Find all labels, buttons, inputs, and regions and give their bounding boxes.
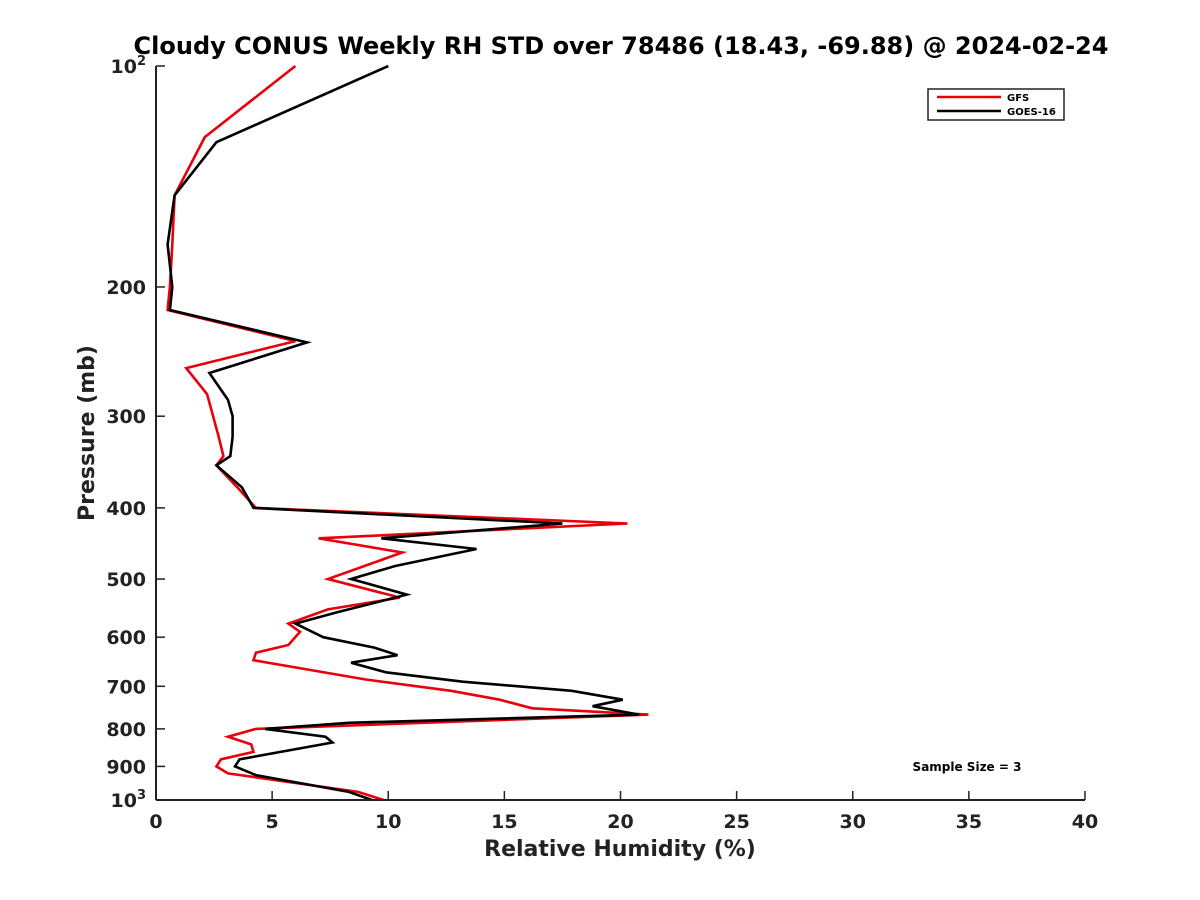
y-tick-label: 103 <box>111 788 147 812</box>
y-tick-label-base: 10 <box>111 56 137 78</box>
x-tick-label: 20 <box>607 811 633 833</box>
x-axis-ticks: 0 5 10 15 20 25 30 35 40 <box>149 791 1098 833</box>
x-tick-label: 30 <box>840 811 866 833</box>
x-tick-label: 35 <box>956 811 982 833</box>
y-tick-label-base: 10 <box>111 790 137 812</box>
legend: GFS GOES-16 <box>927 88 1065 121</box>
x-tick-label: 15 <box>491 811 517 833</box>
y-tick-label: 800 <box>106 719 146 741</box>
x-axis-label: Relative Humidity (%) <box>484 837 756 862</box>
x-tick-label: 0 <box>149 811 162 833</box>
y-tick-label: 400 <box>106 498 146 520</box>
legend-label-goes16: GOES-16 <box>1007 107 1056 118</box>
y-tick-label: 600 <box>106 627 146 649</box>
legend-box <box>927 88 1065 121</box>
legend-label-gfs: GFS <box>1007 93 1029 104</box>
x-tick-label: 10 <box>375 811 401 833</box>
series-layer <box>166 64 649 802</box>
series-line-gfs <box>166 64 649 802</box>
x-tick-label: 40 <box>1072 811 1098 833</box>
y-tick-label-exponent: 3 <box>137 788 146 803</box>
y-tick-label: 102 <box>111 54 147 78</box>
y-axis-label: Pressure (mb) <box>75 345 100 521</box>
y-tick-label: 200 <box>106 277 146 299</box>
x-tick-label: 25 <box>723 811 749 833</box>
y-tick-label: 500 <box>106 569 146 591</box>
series-line-goes-16 <box>166 64 640 802</box>
chart-title: Cloudy CONUS Weekly RH STD over 78486 (1… <box>134 32 1109 60</box>
y-tick-label: 700 <box>106 676 146 698</box>
y-tick-label-exponent: 2 <box>137 54 146 69</box>
y-tick-label: 300 <box>106 406 146 428</box>
sample-size-annotation: Sample Size = 3 <box>913 760 1022 774</box>
y-tick-label: 900 <box>106 756 146 778</box>
x-tick-label: 5 <box>266 811 279 833</box>
